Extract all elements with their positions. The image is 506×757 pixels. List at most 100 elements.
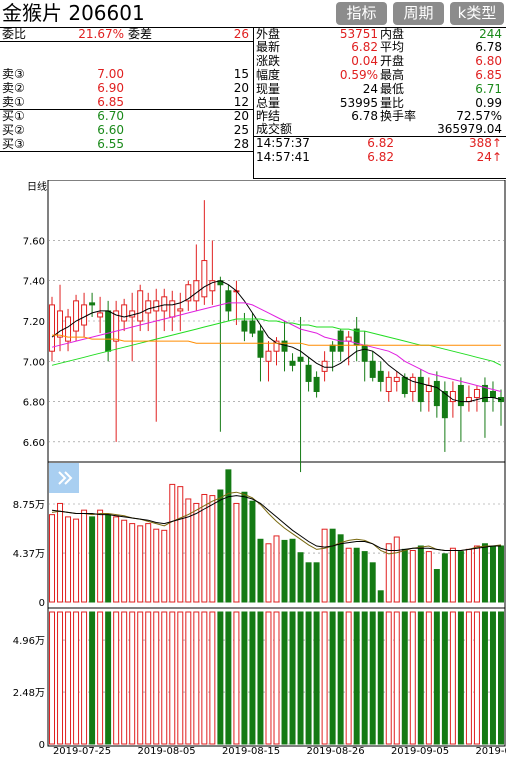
amount-bar — [425, 611, 432, 745]
x-tick-label: 2019-08-26 — [306, 746, 364, 757]
amount-bar — [201, 611, 208, 745]
divider — [0, 151, 253, 152]
candle-body — [329, 344, 336, 352]
candle-body — [385, 376, 392, 392]
candle-body — [169, 300, 176, 318]
buy-volume: 25 — [233, 123, 249, 137]
sell-price: 6.90 — [97, 81, 124, 95]
amount-bar — [153, 611, 160, 745]
volume-bar — [201, 493, 208, 603]
buy-level-label: 买② — [2, 123, 25, 137]
kline-chart[interactable]: 日线 7.60 7.40 7.20 7.00 6.80 6.60 8.75万 4.37万 0 4.9… — [0, 180, 506, 757]
candle-body — [105, 310, 112, 352]
double-chevron-right-icon — [58, 471, 73, 485]
amount-bar — [498, 611, 504, 745]
amount-bar — [361, 611, 368, 745]
volume-bar — [313, 562, 320, 603]
candle-body — [369, 360, 376, 378]
candle-body — [193, 280, 200, 302]
volume-bar — [185, 498, 192, 603]
amount-bar — [345, 611, 352, 745]
tick-row: 14:57:41 6.82 24↑ — [254, 151, 506, 164]
amount-bar — [65, 611, 72, 745]
indicator-button[interactable]: 指标 — [336, 2, 387, 25]
stat-label: 涨跌 — [256, 54, 281, 68]
stat-value: 53751 — [339, 27, 378, 41]
x-tick-label: 2019-08-15 — [222, 746, 280, 757]
amount-bar — [81, 611, 88, 745]
amount-bar — [177, 611, 184, 745]
volume-bar — [129, 523, 136, 603]
y-tick-label: 0 — [39, 598, 45, 609]
volume-bar — [89, 516, 96, 603]
amount-bar — [465, 611, 472, 745]
amount-bar — [193, 611, 200, 745]
stat-value: 6.80 — [475, 54, 502, 68]
amount-bar — [49, 611, 55, 745]
amount-bar — [481, 611, 488, 745]
amount-bar — [57, 611, 64, 745]
stat-value: 0.59% — [339, 68, 378, 82]
divider — [253, 178, 506, 179]
chart-title: 日线 — [27, 180, 47, 193]
amount-bar — [105, 611, 112, 745]
candle-body — [129, 310, 136, 318]
volume-bar — [425, 551, 432, 603]
sell-level-label: 卖② — [2, 81, 25, 95]
y-tick-label: 7.20 — [23, 317, 45, 328]
volume-bar — [489, 545, 496, 603]
y-tick-label: 4.37万 — [13, 549, 45, 560]
turnover-row: 成交额 365979.04 — [254, 123, 506, 136]
sell-row: 卖② 6.90 20 — [0, 82, 253, 95]
stat-value: 6.82 — [351, 40, 378, 54]
volume-bar — [465, 548, 472, 603]
candle-body — [417, 376, 424, 403]
candle-body — [145, 300, 152, 314]
sell-volume: 15 — [233, 67, 249, 81]
candle-body — [57, 310, 64, 338]
volume-bar — [161, 529, 168, 603]
amount-bar — [489, 611, 496, 745]
sell-price: 6.85 — [97, 95, 124, 109]
candle-body — [113, 310, 120, 342]
candle-body — [377, 370, 384, 382]
candle-body — [393, 376, 400, 382]
volume-bar — [137, 525, 144, 603]
candle-body — [161, 296, 168, 312]
stats-row: 幅度 0.59% 最高 6.85 — [254, 69, 506, 82]
candle-body — [153, 300, 160, 312]
volume-bar — [377, 590, 384, 603]
stats-row: 涨跌 0.04 开盘 6.80 — [254, 55, 506, 68]
volume-bar — [401, 548, 408, 603]
period-button[interactable]: 周期 — [393, 2, 444, 25]
amount-bar — [209, 611, 216, 745]
y-tick-label: 0 — [39, 740, 45, 751]
amount-bar — [393, 611, 400, 745]
expand-panel-button[interactable] — [49, 463, 79, 493]
sell-volume: 12 — [233, 95, 249, 109]
volume-bar — [225, 469, 232, 603]
stat-value: 6.85 — [475, 68, 502, 82]
stat-label: 最高 — [380, 68, 405, 82]
amount-bar — [113, 611, 120, 745]
candle-body — [441, 391, 448, 419]
volume-bar — [297, 552, 304, 603]
divider — [253, 27, 254, 179]
turnover-label: 成交额 — [256, 122, 293, 136]
candle-body — [313, 376, 320, 392]
amount-bar — [409, 611, 416, 745]
amount-bar — [457, 611, 464, 745]
candle-body — [49, 304, 55, 352]
buy-volume: 20 — [233, 109, 249, 123]
volume-bar — [417, 545, 424, 603]
amount-bar — [313, 611, 320, 745]
amount-bar — [241, 611, 248, 745]
tick-time: 14:57:37 — [256, 136, 310, 150]
sell-level-label: 卖① — [2, 95, 25, 109]
k-type-button[interactable]: k类型 — [450, 2, 504, 25]
volume-bar — [441, 553, 448, 603]
amount-bar — [281, 611, 288, 745]
amount-bar — [89, 611, 96, 745]
volume-bar — [65, 516, 72, 603]
candle-body — [257, 330, 264, 358]
